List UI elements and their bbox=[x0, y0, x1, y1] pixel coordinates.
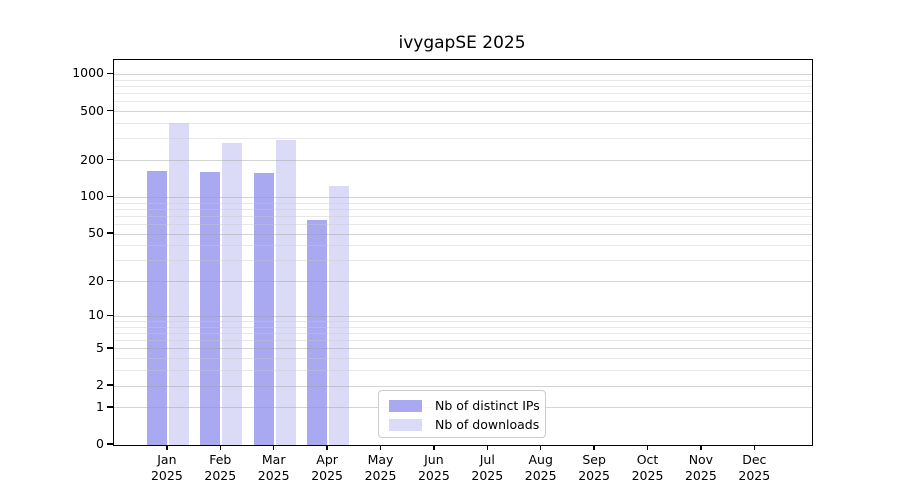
legend: Nb of distinct IPs Nb of downloads bbox=[378, 390, 546, 438]
bar-downloads bbox=[329, 186, 350, 445]
legend-label: Nb of distinct IPs bbox=[435, 398, 540, 413]
legend-item: Nb of downloads bbox=[389, 415, 540, 434]
y-axis-tick bbox=[107, 406, 113, 408]
y-axis-tick-label: 50 bbox=[88, 225, 104, 241]
x-axis-tick-label: Aug 2025 bbox=[524, 452, 557, 483]
x-axis-tick-label: May 2025 bbox=[364, 452, 397, 483]
x-axis-tick bbox=[486, 445, 489, 451]
major-gridline bbox=[114, 348, 812, 350]
y-axis-tick-label: 100 bbox=[80, 188, 104, 204]
x-axis-tick-label: Dec 2025 bbox=[738, 452, 771, 483]
minor-gridline bbox=[114, 245, 812, 247]
x-axis-tick bbox=[219, 445, 222, 451]
x-axis-tick-label: Feb 2025 bbox=[204, 452, 237, 483]
x-axis-tick-label: Jul 2025 bbox=[471, 452, 504, 483]
minor-gridline bbox=[114, 224, 812, 226]
x-axis-tick bbox=[326, 445, 328, 451]
legend-swatch-distinct-ips bbox=[389, 399, 422, 412]
x-axis-tick bbox=[646, 445, 649, 451]
y-axis-tick bbox=[107, 347, 113, 349]
x-axis-tick-label: Jan 2025 bbox=[150, 452, 183, 483]
x-axis-tick bbox=[166, 445, 168, 451]
y-axis-tick bbox=[107, 158, 113, 161]
y-axis-tick bbox=[107, 109, 113, 112]
x-axis-tick-label: Mar 2025 bbox=[257, 452, 290, 483]
x-axis-tick bbox=[379, 445, 382, 451]
major-gridline bbox=[114, 233, 812, 235]
major-gridline bbox=[114, 281, 812, 283]
y-axis-tick-label: 1 bbox=[96, 398, 104, 414]
y-axis-tick bbox=[107, 443, 113, 445]
y-axis-tick bbox=[107, 384, 113, 386]
minor-gridline bbox=[114, 321, 812, 322]
y-axis-tick-label: 1000 bbox=[72, 65, 104, 81]
plot-area bbox=[113, 59, 813, 446]
minor-gridline bbox=[114, 332, 812, 334]
x-axis-tick-label: Apr 2025 bbox=[311, 452, 343, 483]
y-axis-tick bbox=[107, 195, 113, 198]
minor-gridline bbox=[114, 123, 812, 125]
major-gridline bbox=[114, 196, 812, 198]
x-axis-tick bbox=[433, 445, 435, 451]
x-axis-tick bbox=[700, 445, 702, 451]
minor-gridline bbox=[114, 340, 812, 342]
x-axis-tick bbox=[539, 445, 542, 451]
bar-downloads bbox=[168, 122, 189, 445]
minor-gridline bbox=[114, 370, 812, 372]
legend-item: Nb of distinct IPs bbox=[389, 396, 540, 415]
y-axis-tick-label: 2 bbox=[96, 377, 104, 393]
minor-gridline bbox=[114, 85, 812, 87]
y-axis-tick bbox=[107, 314, 113, 317]
minor-gridline bbox=[114, 208, 812, 210]
legend-label: Nb of downloads bbox=[435, 417, 540, 432]
bar-distinct-ips bbox=[200, 172, 221, 445]
y-axis-tick-label: 5 bbox=[96, 339, 104, 355]
x-axis-tick-label: Nov 2025 bbox=[684, 452, 717, 483]
bar-downloads bbox=[222, 142, 243, 445]
x-axis-tick bbox=[753, 445, 756, 451]
major-gridline bbox=[114, 73, 812, 75]
minor-gridline bbox=[114, 93, 812, 95]
minor-gridline bbox=[114, 101, 812, 103]
minor-gridline bbox=[114, 260, 812, 262]
y-axis-tick-label: 0 bbox=[96, 436, 104, 451]
major-gridline bbox=[114, 160, 812, 162]
major-gridline bbox=[114, 315, 812, 317]
minor-gridline bbox=[114, 358, 812, 360]
y-axis-tick-label: 10 bbox=[88, 307, 104, 323]
chart-title: ivygapSE 2025 bbox=[398, 33, 526, 53]
y-axis-tick-label: 20 bbox=[88, 272, 104, 288]
legend-swatch-downloads bbox=[389, 418, 422, 431]
y-axis-tick-label: 500 bbox=[80, 102, 104, 118]
major-gridline bbox=[114, 385, 812, 387]
y-axis-tick-label: 200 bbox=[80, 151, 104, 167]
x-axis-tick bbox=[272, 445, 275, 451]
minor-gridline bbox=[114, 79, 812, 81]
bar-distinct-ips bbox=[253, 173, 274, 445]
y-axis-tick bbox=[107, 279, 113, 282]
minor-gridline bbox=[114, 326, 812, 328]
x-axis-tick-label: Oct 2025 bbox=[631, 452, 664, 483]
major-gridline bbox=[114, 111, 812, 113]
x-axis-tick-label: Sep 2025 bbox=[578, 452, 610, 483]
minor-gridline bbox=[114, 202, 812, 204]
bar-distinct-ips bbox=[307, 220, 328, 445]
y-axis-tick bbox=[107, 72, 113, 75]
x-axis-tick bbox=[593, 445, 595, 451]
x-axis-tick-label: Jun 2025 bbox=[417, 452, 450, 483]
y-axis-tick bbox=[107, 232, 113, 234]
minor-gridline bbox=[114, 215, 812, 217]
bar-distinct-ips bbox=[146, 170, 167, 445]
minor-gridline bbox=[114, 138, 812, 140]
bar-downloads bbox=[275, 139, 296, 445]
